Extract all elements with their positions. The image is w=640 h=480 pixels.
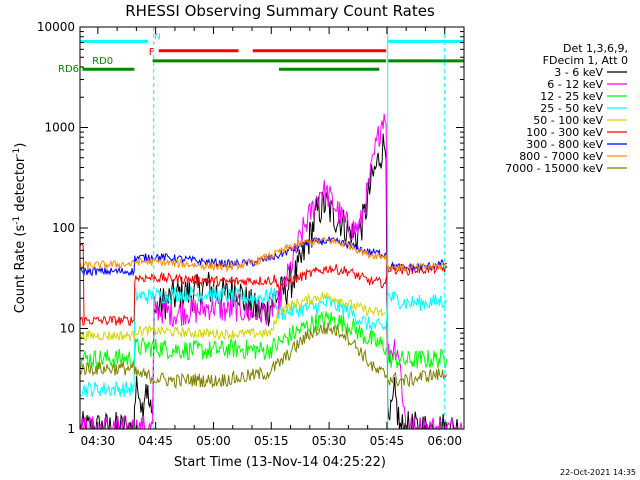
x-tick-label: 04:30	[81, 434, 116, 448]
chart-title: RHESSI Observing Summary Count Rates	[125, 2, 435, 20]
legend-header-1: Det 1,3,6,9,	[563, 42, 628, 55]
y-tick-label: 10000	[37, 20, 75, 34]
x-axis-ticks: 04:30 04:45 05:00 05:15 05:30 05:45 06:00	[81, 27, 462, 448]
footer-date: 22-Oct-2021 14:35	[560, 468, 636, 477]
series-line-4	[79, 292, 387, 342]
legend: Det 1,3,6,9, FDecim 1, Att 0 3 - 6 keV6 …	[505, 42, 628, 175]
series-line-2	[79, 310, 448, 370]
flag-label-n: N	[154, 32, 161, 42]
x-axis-label: Start Time (13-Nov-14 04:25:22)	[174, 455, 386, 470]
y-tick-label: 100	[52, 221, 75, 235]
legend-label: 100 - 300 keV	[526, 126, 603, 139]
attenuator-lines	[153, 27, 446, 429]
y-axis-label-sup1: -1	[12, 216, 22, 225]
flag-label-f: F	[149, 47, 155, 58]
x-tick-label: 05:30	[312, 434, 347, 448]
legend-label: 25 - 50 keV	[540, 102, 603, 115]
legend-label: 800 - 7000 keV	[519, 150, 603, 163]
legend-header-2: FDecim 1, Att 0	[543, 54, 628, 67]
y-axis-ticks: 1 10 100 1000 10000	[37, 20, 464, 436]
flag-label-rd0: RD0	[92, 56, 113, 67]
legend-label: 12 - 25 keV	[540, 90, 603, 103]
series-line-8	[79, 322, 448, 389]
legend-label: 50 - 100 keV	[533, 114, 603, 127]
legend-label: 7000 - 15000 keV	[505, 162, 603, 175]
flag-label-rd6: RD6	[58, 64, 79, 75]
series-line-7	[79, 236, 448, 273]
series-line-9	[79, 243, 85, 321]
y-axis-label-main: Count Rate (s	[13, 225, 28, 314]
y-axis-label-mid: detector	[13, 156, 28, 216]
x-tick-label: 05:00	[196, 434, 231, 448]
x-tick-label: 06:00	[427, 434, 462, 448]
x-tick-label: 05:15	[254, 434, 289, 448]
y-tick-label: 1	[67, 422, 75, 436]
x-tick-label: 04:45	[138, 434, 173, 448]
y-axis-label: Count Rate (s-1 detector-1)	[12, 143, 28, 314]
y-tick-label: 10	[60, 322, 75, 336]
series-line-0	[79, 133, 464, 431]
y-axis-label-sup2: -1	[12, 148, 22, 157]
flag-bars: NF RD0 RD6	[58, 32, 464, 75]
y-tick-label: 1000	[44, 121, 75, 135]
legend-label: 3 - 6 keV	[554, 66, 603, 79]
legend-label: 6 - 12 keV	[547, 78, 603, 91]
legend-label: 300 - 800 keV	[526, 138, 603, 151]
series-line-3	[79, 285, 448, 398]
y-axis-label-end: )	[13, 143, 28, 148]
x-tick-label: 05:45	[370, 434, 405, 448]
series-line-5	[79, 263, 448, 326]
